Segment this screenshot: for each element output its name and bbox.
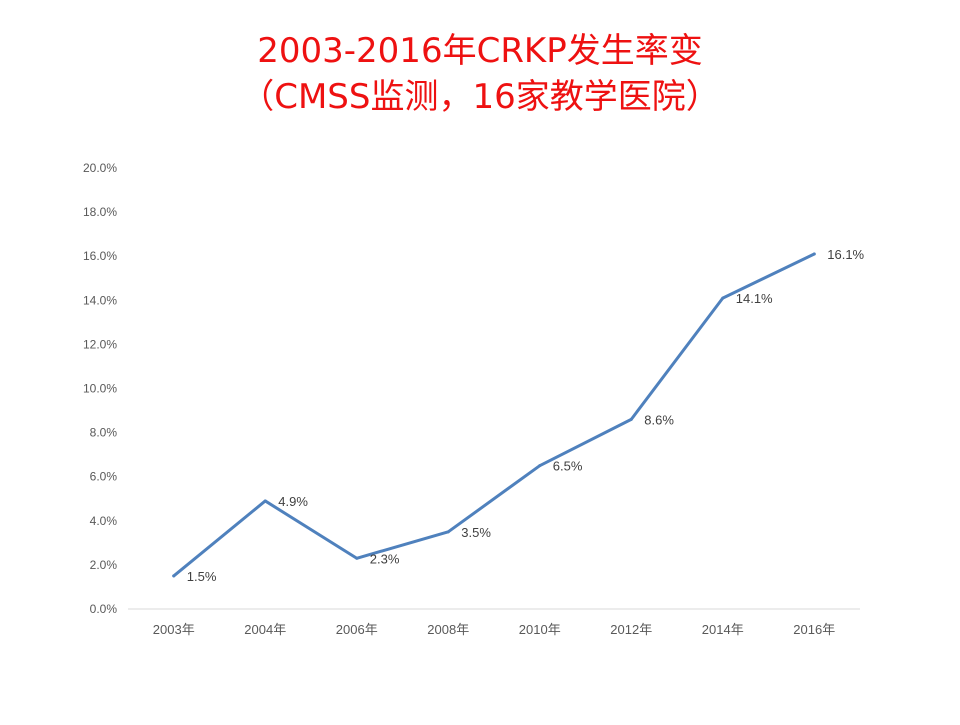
y-tick-label: 16.0% — [83, 249, 117, 263]
data-point — [172, 574, 176, 578]
y-tick-label: 4.0% — [90, 514, 118, 528]
y-tick-label: 12.0% — [83, 337, 117, 351]
x-tick-label: 2014年 — [702, 622, 744, 637]
x-tick-label: 2008年 — [427, 622, 469, 637]
x-tick-label: 2003年 — [153, 622, 195, 637]
chart-title-line-2: （CMSS监测，16家教学医院） — [240, 77, 720, 117]
x-tick-label: 2006年 — [336, 622, 378, 637]
y-tick-label: 8.0% — [90, 426, 118, 440]
x-tick-label: 2004年 — [244, 622, 286, 637]
data-label: 3.5% — [461, 525, 491, 540]
data-point — [446, 530, 450, 534]
y-tick-label: 14.0% — [83, 293, 117, 307]
series-line — [172, 252, 816, 578]
data-label: 6.5% — [553, 459, 583, 474]
x-tick-label: 2016年 — [793, 622, 835, 637]
data-point — [629, 417, 633, 421]
chart-title: 2003-2016年CRKP发生率变 （CMSS监测，16家教学医院） — [0, 28, 960, 120]
data-label: 4.9% — [278, 494, 308, 509]
data-point — [355, 556, 359, 560]
y-tick-label: 18.0% — [83, 205, 117, 219]
data-label: 8.6% — [644, 412, 674, 427]
data-point — [812, 252, 816, 256]
x-tick-label: 2012年 — [610, 622, 652, 637]
chart-title-line-1: 2003-2016年CRKP发生率变 — [257, 31, 703, 71]
data-point — [538, 464, 542, 468]
y-tick-label: 10.0% — [83, 382, 117, 396]
y-tick-label: 0.0% — [90, 602, 118, 616]
data-label: 16.1% — [827, 247, 864, 262]
data-point — [263, 499, 267, 503]
y-tick-label: 20.0% — [83, 161, 117, 175]
data-point — [721, 296, 725, 300]
x-tick-label: 2010年 — [519, 622, 561, 637]
data-label: 14.1% — [736, 291, 773, 306]
y-tick-label: 2.0% — [90, 558, 118, 572]
data-label: 1.5% — [187, 569, 217, 584]
y-tick-label: 6.0% — [90, 470, 118, 484]
data-label: 2.3% — [370, 551, 400, 566]
